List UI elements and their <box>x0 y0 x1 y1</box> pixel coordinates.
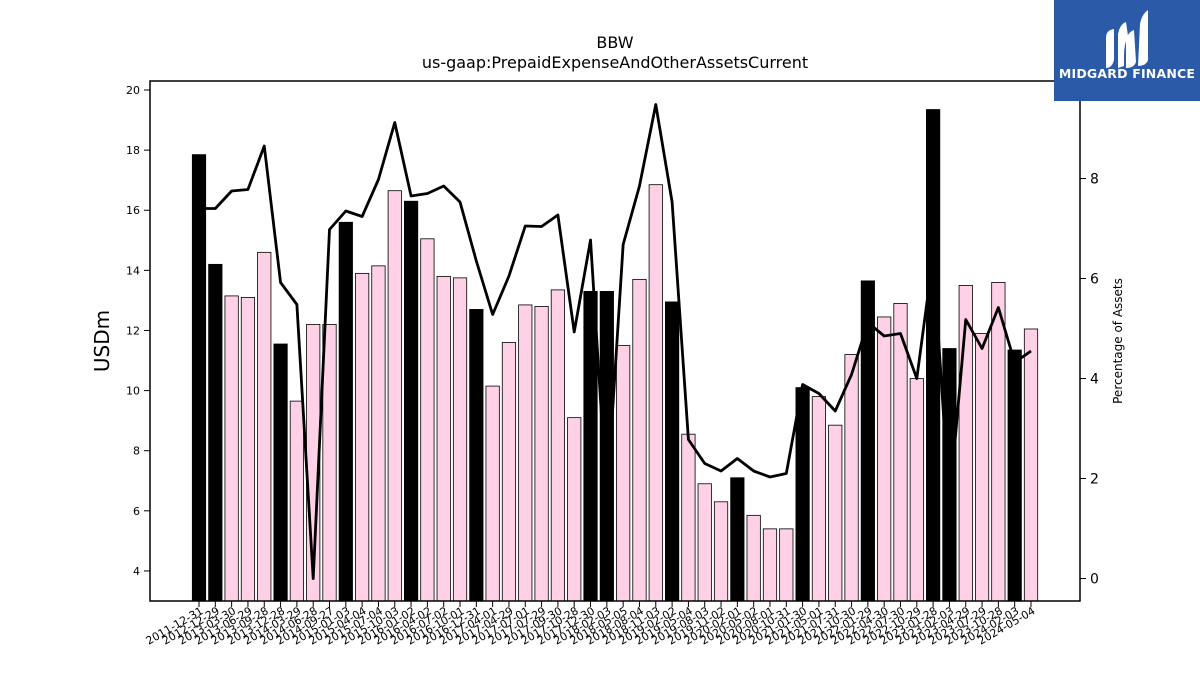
bar <box>828 424 843 602</box>
bar <box>616 345 631 602</box>
bar <box>224 295 239 602</box>
y-tick-label: 8 <box>133 445 140 458</box>
bar <box>991 281 1006 602</box>
bar <box>632 278 647 602</box>
bar <box>942 348 957 602</box>
y-tick-label: 12 <box>126 324 140 337</box>
bar <box>191 154 207 602</box>
bar <box>779 528 794 602</box>
bar <box>746 514 761 602</box>
bar <box>909 378 924 602</box>
bar <box>469 309 484 602</box>
bar <box>665 301 680 602</box>
bar <box>322 324 337 602</box>
bar <box>338 221 353 602</box>
bar <box>877 316 892 602</box>
brand-name: MIDGARD FINANCE <box>1058 66 1196 81</box>
y2-axis-label: Percentage of Assets <box>1111 278 1125 404</box>
bar <box>403 200 419 602</box>
midgard-logo-icon <box>1106 10 1148 68</box>
bar <box>762 528 778 602</box>
bar <box>550 289 565 602</box>
y2-tick-label: 4 <box>1090 372 1099 388</box>
bar <box>811 396 827 602</box>
y-tick-label: 4 <box>133 565 140 578</box>
bar <box>257 251 272 602</box>
bar <box>452 277 468 602</box>
y2-tick-label: 0 <box>1090 572 1099 588</box>
bar <box>240 297 256 602</box>
plot-frame <box>149 80 1081 602</box>
y2-axis: 0 2 4 6 8 <box>1080 172 1099 588</box>
bar <box>926 109 941 602</box>
x-axis: 2011-12-312012-12-292013-03-302013-06-29… <box>144 601 1038 648</box>
bar <box>583 290 598 602</box>
bar <box>273 343 288 602</box>
chart-title: BBW <box>596 33 633 52</box>
bar <box>436 275 451 602</box>
bar <box>974 333 990 602</box>
y-tick-label: 18 <box>126 144 140 157</box>
bar <box>567 417 582 602</box>
bar <box>844 354 859 602</box>
bar <box>289 400 304 602</box>
bar <box>501 342 517 602</box>
bar <box>697 483 712 602</box>
bar <box>713 501 729 602</box>
bar <box>387 190 402 602</box>
y-tick-label: 10 <box>126 385 140 398</box>
y-axis-label: USDm <box>90 310 114 372</box>
bar <box>1023 328 1039 602</box>
brand-logo: MIDGARD FINANCE <box>1054 0 1200 101</box>
bar <box>860 280 875 602</box>
y2-tick-label: 8 <box>1090 172 1099 188</box>
bar <box>648 184 663 602</box>
bar <box>534 306 549 602</box>
bar <box>681 433 696 602</box>
bar <box>355 272 370 602</box>
bar <box>1007 349 1022 602</box>
bar <box>371 265 386 602</box>
y2-tick-label: 2 <box>1090 472 1099 488</box>
y-tick-label: 20 <box>126 84 140 97</box>
bar <box>485 385 500 602</box>
percentage-line <box>199 103 1032 580</box>
bar <box>420 238 435 602</box>
bar <box>208 263 223 602</box>
bar <box>518 304 533 602</box>
y2-tick-label: 6 <box>1090 272 1099 288</box>
y-tick-label: 16 <box>126 204 140 217</box>
y-tick-label: 14 <box>126 264 140 277</box>
chart-subtitle: us-gaap:PrepaidExpenseAndOtherAssetsCurr… <box>422 53 808 72</box>
bar <box>795 387 810 602</box>
bar <box>730 477 745 602</box>
y-tick-label: 6 <box>133 505 140 518</box>
y-axis: 4 6 8 10 12 14 16 18 20 <box>126 84 150 578</box>
